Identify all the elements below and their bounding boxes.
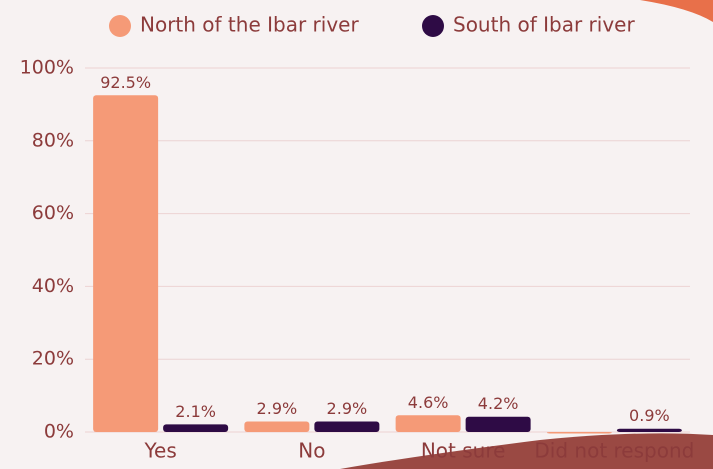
value-label: 2.9% <box>327 399 368 418</box>
x-tick-label: Yes <box>143 439 176 463</box>
legend-label: North of the Ibar river <box>140 13 359 37</box>
legend-label: South of Ibar river <box>453 13 635 37</box>
x-tick-label: Not sure <box>421 439 506 463</box>
bar <box>546 432 612 434</box>
y-tick-label: 100% <box>20 57 74 79</box>
y-tick-label: 80% <box>32 129 74 151</box>
y-tick-label: 60% <box>32 202 74 224</box>
decoration <box>340 433 713 469</box>
value-label: 4.6% <box>408 393 449 412</box>
bar <box>395 415 461 432</box>
value-label: 92.5% <box>100 73 151 92</box>
value-label: 2.9% <box>257 399 298 418</box>
bar <box>465 416 531 432</box>
bar <box>244 421 310 432</box>
y-tick-label: 20% <box>32 348 74 370</box>
x-tick-label: No <box>298 439 325 463</box>
value-label: 0.9% <box>629 406 670 425</box>
value-label: 2.1% <box>175 402 216 421</box>
decoration <box>640 0 713 22</box>
bar <box>616 428 682 432</box>
bar <box>93 95 159 433</box>
value-label: 4.2% <box>478 394 519 413</box>
bar <box>163 424 229 432</box>
legend-marker <box>422 15 444 37</box>
y-tick-label: 40% <box>32 275 74 297</box>
y-tick-label: 0% <box>44 421 74 443</box>
bar <box>314 421 380 432</box>
legend-marker <box>109 15 131 37</box>
x-tick-label: Did not respond <box>534 439 694 463</box>
